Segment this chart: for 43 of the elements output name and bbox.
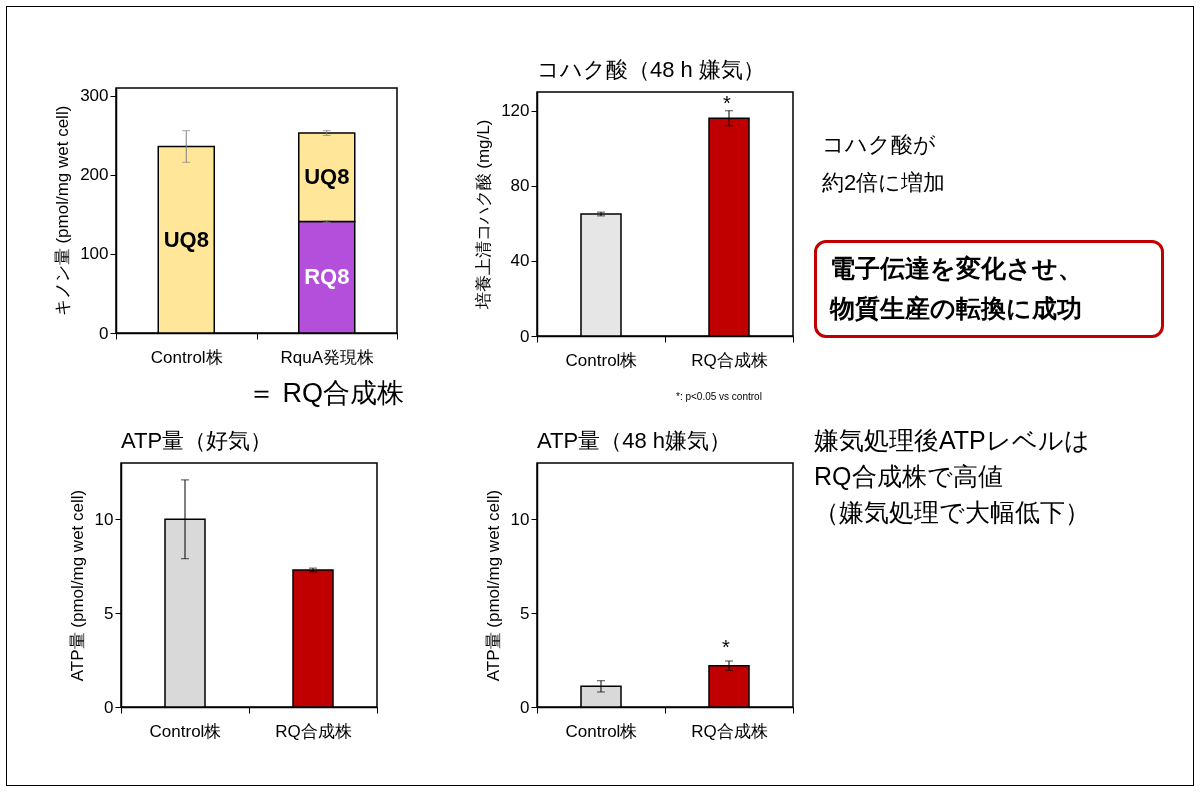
x-tick-label: RQ合成株 (691, 350, 768, 370)
text: （嫌気処理で大幅低下） (814, 497, 1090, 528)
y-tick-label: 0 (104, 697, 114, 717)
series-label: UQ8 (163, 226, 209, 252)
x-tick-label: RQ合成株 (691, 721, 768, 741)
y-tick-label: 5 (520, 603, 530, 623)
x-tick-label: Control株 (150, 347, 223, 367)
text: 嫌気処理後ATPレベルは (814, 425, 1090, 456)
chart-title: ATP量（好気） (121, 428, 273, 453)
text: ＝ RQ合成株 (248, 377, 405, 410)
chart-title: コハク酸（48 h 嫌気） (537, 57, 765, 82)
y-axis-title: ATP量 (pmol/mg wet cell) (67, 489, 87, 682)
x-tick-label: RQ合成株 (275, 721, 352, 741)
y-tick-label: 10 (94, 509, 114, 529)
text: UQ8 (304, 164, 350, 190)
chart-title: ATP量（48 h嫌気） (537, 428, 731, 453)
text: コハク酸が (822, 131, 936, 159)
text: *: p<0.05 vs control (676, 390, 762, 403)
y-tick-label: 0 (520, 697, 530, 717)
x-tick-label: Control株 (565, 350, 638, 370)
x-tick-label: RquA発現株 (280, 347, 375, 367)
y-tick-label: 100 (80, 244, 109, 264)
series-label: RQ8 (304, 264, 350, 290)
y-tick-label: 300 (80, 86, 109, 106)
y-tick-label: 120 (501, 101, 530, 121)
y-axis-title: 培養上清コハク酸 (mg/L) (474, 119, 494, 311)
y-axis-title: ATP量 (pmol/mg wet cell) (483, 489, 503, 682)
text: 約2倍に増加 (822, 169, 946, 197)
annotation: * (723, 91, 731, 116)
y-tick-label: 200 (80, 165, 109, 185)
y-tick-label: 10 (510, 509, 530, 529)
y-tick-label: 5 (104, 603, 114, 623)
text: 物質生産の転換に成功 (830, 293, 1082, 324)
y-tick-label: 0 (520, 326, 530, 346)
annotation: * (722, 635, 730, 660)
x-tick-label: Control株 (149, 721, 222, 741)
text: RQ合成株で高値 (814, 461, 1003, 492)
y-axis-title: キノン量 (pmol/mg wet cell) (53, 105, 73, 317)
y-tick-label: 0 (99, 323, 109, 343)
y-tick-label: 80 (510, 176, 530, 196)
text: 電子伝達を変化させ、 (830, 253, 1083, 284)
x-tick-label: Control株 (565, 721, 638, 741)
y-tick-label: 40 (510, 251, 530, 271)
